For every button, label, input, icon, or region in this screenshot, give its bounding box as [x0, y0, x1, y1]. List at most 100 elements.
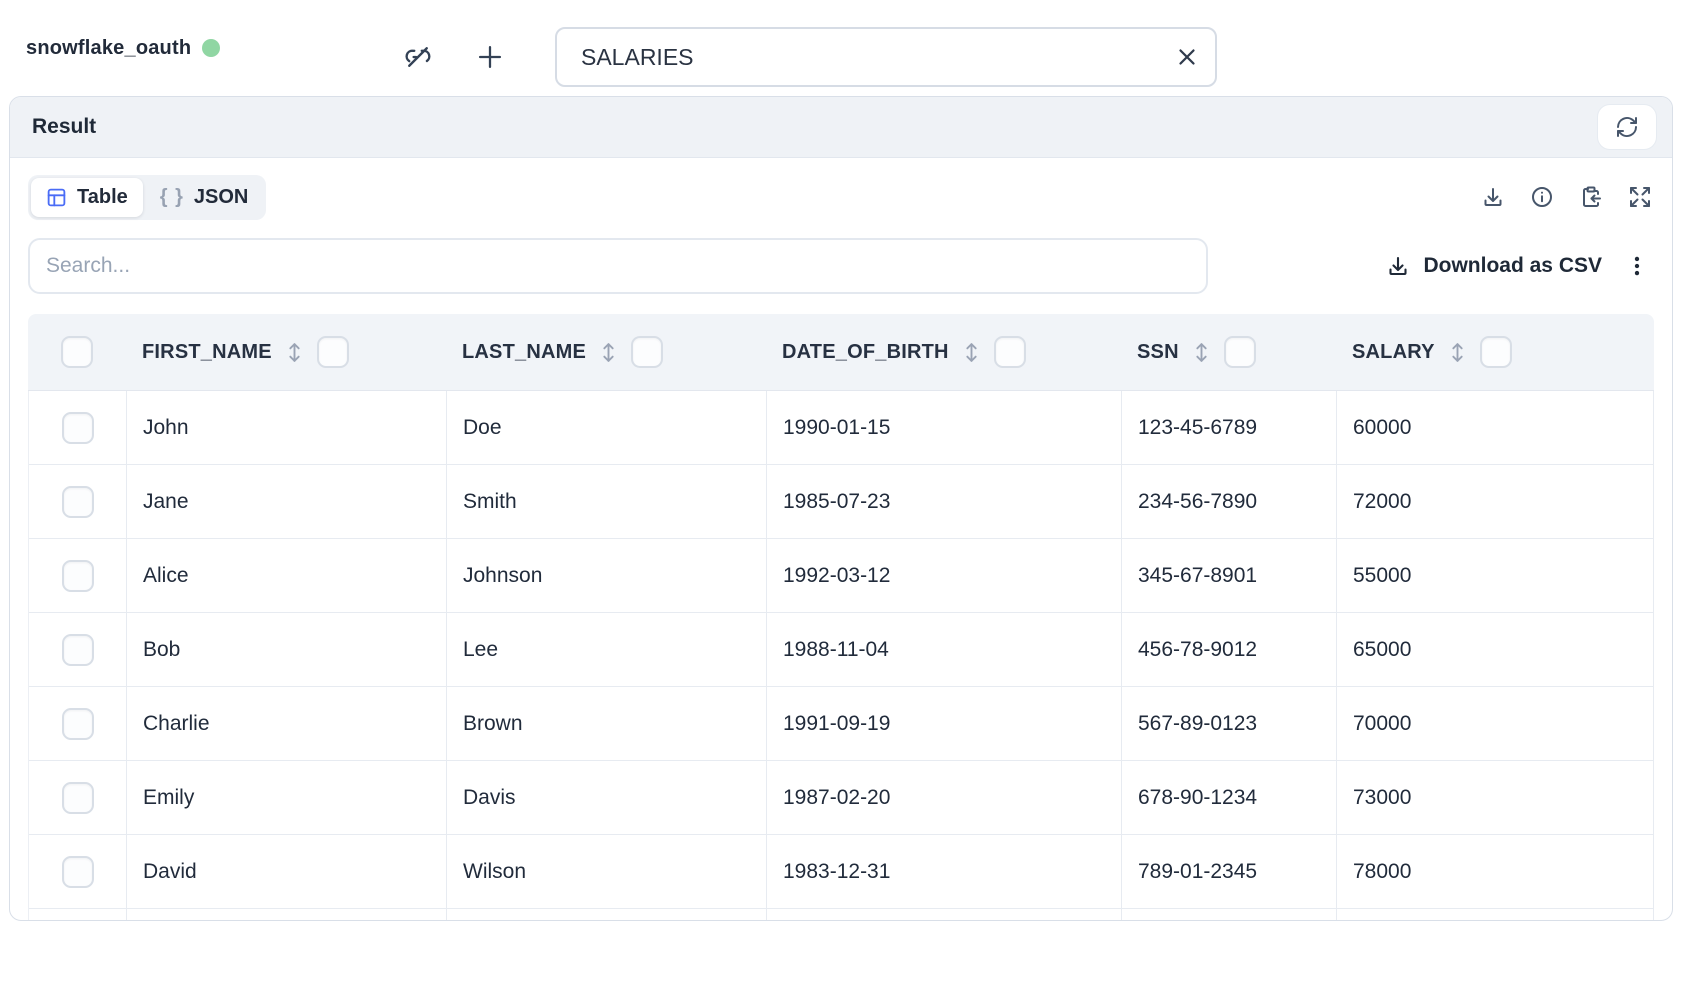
table-row: David Wilson 1983-12-31 789-01-2345 7800…	[29, 835, 1654, 909]
cell-date-of-birth: 1992-03-12	[767, 539, 1122, 612]
column-label: DATE_OF_BIRTH	[782, 340, 949, 363]
search-input[interactable]	[28, 238, 1208, 294]
plus-icon	[473, 40, 507, 74]
tab-table[interactable]: Table	[31, 177, 143, 217]
cell-date-of-birth: 1987-02-20	[767, 761, 1122, 834]
column-label: FIRST_NAME	[142, 340, 272, 363]
table-name-field	[555, 27, 1217, 87]
clear-table-button[interactable]	[1173, 43, 1201, 71]
clipboard-paste-icon	[1579, 185, 1603, 209]
row-select-cell	[29, 465, 127, 538]
cell-last-name: Lee	[447, 613, 767, 686]
th-last-name: LAST_NAME	[446, 314, 766, 390]
row-checkbox[interactable]	[61, 707, 94, 740]
view-toolbar: Table { } JSON	[28, 174, 1654, 220]
th-salary: SALARY	[1336, 314, 1654, 390]
cell-salary: 72000	[1337, 465, 1654, 538]
connection-status-dot-icon	[202, 39, 221, 57]
row-checkbox[interactable]	[61, 559, 94, 592]
kebab-menu-icon	[1624, 253, 1650, 279]
table-name-input[interactable]	[555, 27, 1217, 87]
table-body: John Doe 1990-01-15 123-45-6789 60000 Ja…	[28, 391, 1654, 920]
sort-icon[interactable]	[963, 341, 980, 364]
cell-last-name: Johnson	[447, 539, 767, 612]
column-checkbox[interactable]	[993, 336, 1026, 368]
sort-icon[interactable]	[286, 341, 303, 364]
cell-ssn: 567-89-0123	[1122, 687, 1337, 760]
sort-icon[interactable]	[1193, 341, 1210, 364]
cell-date-of-birth: 1990-01-15	[767, 391, 1122, 464]
result-panel: Result	[9, 96, 1673, 921]
info-icon	[1530, 185, 1554, 209]
unlink-button[interactable]	[402, 41, 434, 73]
table-row-partial	[29, 909, 1654, 920]
more-options-button[interactable]	[1620, 249, 1654, 283]
row-select-cell	[29, 613, 127, 686]
expand-icon	[1628, 185, 1652, 209]
column-checkbox[interactable]	[1479, 336, 1512, 368]
tab-json[interactable]: { } JSON	[145, 178, 264, 217]
column-checkbox[interactable]	[631, 336, 664, 368]
cell-salary: 60000	[1337, 391, 1654, 464]
row-select-cell	[29, 909, 127, 920]
cell-first-name: Emily	[127, 761, 447, 834]
cell-first-name: Jane	[127, 465, 447, 538]
column-label: LAST_NAME	[462, 340, 587, 363]
refresh-button[interactable]	[1598, 105, 1656, 149]
cell-ssn	[1122, 909, 1337, 920]
cell-ssn: 123-45-6789	[1122, 391, 1337, 464]
curly-braces-icon: { }	[159, 185, 184, 208]
row-select-cell	[29, 761, 127, 834]
column-checkbox[interactable]	[316, 336, 349, 368]
table-row: Jane Smith 1985-07-23 234-56-7890 72000	[29, 465, 1654, 539]
table-row: John Doe 1990-01-15 123-45-6789 60000	[29, 391, 1654, 465]
cell-last-name: Wilson	[447, 835, 767, 908]
cell-last-name: Smith	[447, 465, 767, 538]
sort-icon[interactable]	[1449, 341, 1466, 364]
cell-salary: 73000	[1337, 761, 1654, 834]
select-all-checkbox[interactable]	[61, 336, 93, 368]
row-checkbox[interactable]	[61, 485, 94, 518]
cell-last-name	[447, 909, 767, 920]
search-toolbar: Download as CSV	[28, 238, 1654, 294]
cell-first-name: Alice	[127, 539, 447, 612]
cell-first-name: David	[127, 835, 447, 908]
connection-info: snowflake_oauth	[26, 0, 221, 96]
cell-first-name: Bob	[127, 613, 447, 686]
cell-first-name	[127, 909, 447, 920]
cell-salary: 78000	[1337, 835, 1654, 908]
row-select-cell	[29, 687, 127, 760]
download-icon	[1481, 185, 1505, 209]
cell-salary: 65000	[1337, 613, 1654, 686]
cell-ssn: 789-01-2345	[1122, 835, 1337, 908]
column-checkbox[interactable]	[1223, 336, 1256, 368]
th-first-name: FIRST_NAME	[126, 314, 446, 390]
info-button[interactable]	[1530, 185, 1554, 209]
row-checkbox[interactable]	[61, 633, 94, 666]
cell-salary: 70000	[1337, 687, 1654, 760]
table-row: Alice Johnson 1992-03-12 345-67-8901 550…	[29, 539, 1654, 613]
tab-table-label: Table	[77, 185, 128, 208]
cell-date-of-birth: 1988-11-04	[767, 613, 1122, 686]
download-csv-button[interactable]: Download as CSV	[1386, 254, 1602, 278]
table-grid-icon	[46, 187, 67, 208]
th-select-all	[28, 314, 126, 390]
row-checkbox[interactable]	[61, 781, 94, 814]
download-icon	[1386, 254, 1410, 278]
topbar: snowflake_oauth	[0, 0, 1682, 96]
add-tab-button[interactable]	[472, 39, 508, 75]
row-select-cell	[29, 835, 127, 908]
cell-salary	[1337, 909, 1654, 920]
sort-icon[interactable]	[600, 341, 617, 364]
row-checkbox[interactable]	[61, 855, 94, 888]
cell-first-name: John	[127, 391, 447, 464]
download-button[interactable]	[1481, 185, 1505, 209]
result-panel-body: Table { } JSON	[10, 174, 1672, 920]
copy-to-clipboard-button[interactable]	[1579, 185, 1603, 209]
column-label: SSN	[1137, 340, 1179, 363]
table-row: Bob Lee 1988-11-04 456-78-9012 65000	[29, 613, 1654, 687]
expand-button[interactable]	[1628, 185, 1652, 209]
row-checkbox[interactable]	[61, 411, 94, 444]
cell-first-name: Charlie	[127, 687, 447, 760]
unlink-icon	[403, 42, 433, 72]
